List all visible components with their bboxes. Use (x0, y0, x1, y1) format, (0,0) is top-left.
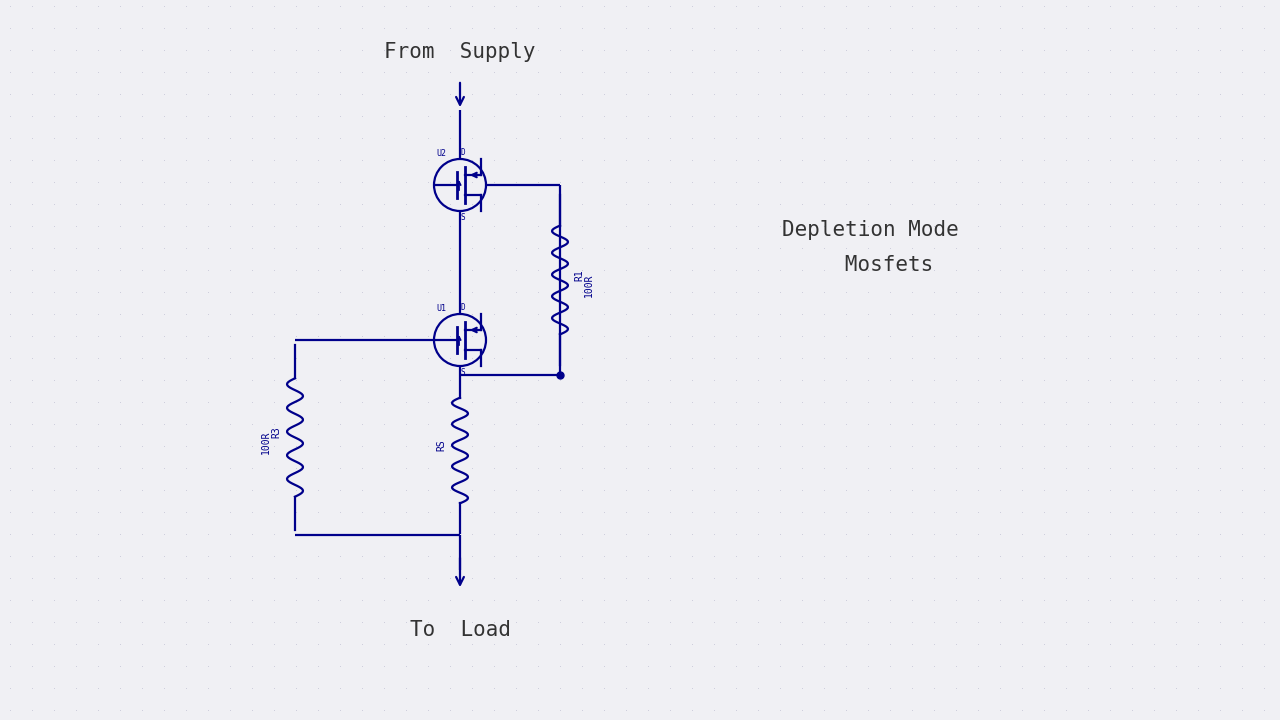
Text: D: D (461, 148, 466, 157)
Text: D: D (461, 303, 466, 312)
Text: R3: R3 (271, 427, 282, 438)
Text: Mosfets: Mosfets (806, 255, 933, 275)
Text: U2: U2 (436, 149, 445, 158)
Text: R1: R1 (573, 269, 584, 281)
Text: U1: U1 (436, 304, 445, 313)
Text: 100R: 100R (584, 274, 594, 297)
Text: S: S (461, 213, 466, 222)
Text: 100R: 100R (261, 431, 271, 454)
Text: S: S (461, 368, 466, 377)
Text: RS: RS (436, 440, 445, 451)
Text: Depletion Mode: Depletion Mode (782, 220, 959, 240)
Text: From  Supply: From Supply (384, 42, 536, 62)
Text: To  Load: To Load (410, 620, 511, 640)
